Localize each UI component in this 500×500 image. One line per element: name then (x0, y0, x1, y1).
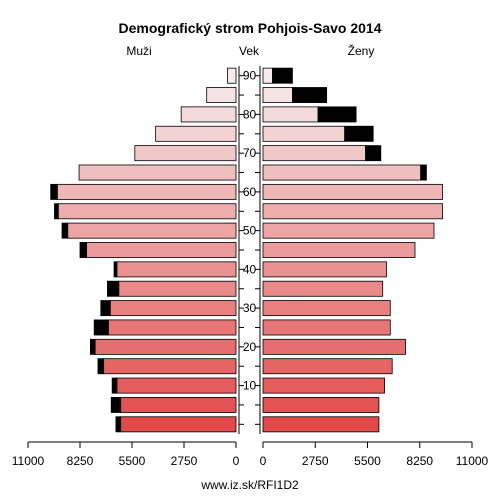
women-x-tick-label: 11000 (456, 454, 489, 468)
men-label: Muži (126, 44, 151, 58)
men-extra-60-64 (50, 183, 58, 200)
men-bar-45-49 (86, 242, 237, 258)
men-extra-55-59 (54, 203, 59, 220)
men-bar-30-34 (109, 300, 237, 317)
women-extra-75-79 (344, 125, 374, 142)
men-bar-80-84 (180, 106, 237, 123)
women-bar-55-59 (262, 203, 443, 220)
men-bar-90+ (227, 67, 237, 84)
age-tick-label: 40 (243, 262, 257, 276)
age-tick-label: 60 (243, 185, 257, 199)
men-extra-5-9 (110, 396, 122, 413)
men-bar-65-69 (78, 164, 237, 181)
women-x-tick-label: 2750 (302, 454, 329, 468)
men-x-tick-label: 5500 (119, 454, 146, 468)
women-bar-40-44 (262, 261, 387, 278)
age-tick-label: 10 (243, 379, 257, 393)
men-extra-25-29 (93, 319, 109, 336)
women-extra-65-69 (420, 164, 427, 181)
age-tick-label: 20 (243, 340, 257, 354)
men-extra-50-54 (61, 222, 69, 239)
women-bar-5-9 (262, 396, 380, 413)
men-bars (50, 67, 237, 433)
women-bar-15-19 (262, 358, 393, 375)
men-bar-25-29 (107, 319, 237, 336)
men-x-tick-label: 8250 (67, 454, 94, 468)
women-bar-85-89 (262, 87, 293, 104)
men-extra-45-49 (79, 242, 88, 258)
men-extra-30-34 (100, 300, 111, 317)
women-bar-0-4 (262, 416, 380, 433)
men-extra-10-14 (111, 377, 118, 394)
men-extra-0-4 (115, 416, 122, 433)
men-x-tick-label: 2750 (171, 454, 198, 468)
age-tick-label: 30 (243, 301, 257, 315)
women-bar-60-64 (262, 183, 443, 200)
men-bar-10-14 (116, 377, 237, 394)
axes: 10 20 30 40 50 60 70 80 90 11000 8250 5500 2750 0 0 275… (12, 66, 489, 468)
women-extra-90+ (272, 67, 293, 84)
women-extra-85-89 (292, 87, 328, 104)
chart-title: Demografický strom Pohjois-Savo 2014 (119, 20, 382, 36)
women-bar-30-34 (262, 300, 391, 317)
women-bar-50-54 (262, 222, 435, 239)
source-label: www.iz.sk/RFI1D2 (200, 478, 299, 492)
men-extra-40-44 (113, 261, 118, 278)
women-x-tick-label: 0 (260, 454, 267, 468)
women-bar-75-79 (262, 125, 346, 142)
men-bar-50-54 (67, 222, 237, 239)
women-bar-90+ (262, 67, 273, 84)
men-x-tick-label: 11000 (12, 454, 45, 468)
women-bar-65-69 (262, 164, 422, 181)
men-extra-15-19 (97, 358, 105, 375)
women-x-tick-label: 8250 (406, 454, 433, 468)
women-bar-70-74 (262, 145, 366, 162)
age-axis-label: Vek (239, 44, 260, 58)
women-bars (262, 67, 443, 433)
age-tick-label: 90 (243, 69, 257, 83)
women-bar-45-49 (262, 242, 416, 258)
men-extra-20-24 (90, 338, 96, 355)
men-bar-75-79 (155, 125, 237, 142)
age-tick-label: 50 (243, 224, 257, 238)
women-extra-80-84 (317, 106, 357, 123)
men-bar-70-74 (134, 145, 237, 162)
men-bar-0-4 (120, 416, 237, 433)
men-bar-55-59 (57, 203, 237, 220)
men-bar-15-19 (103, 358, 237, 375)
men-extra-35-39 (107, 280, 120, 297)
age-tick-label: 80 (243, 107, 257, 121)
men-bar-5-9 (120, 396, 237, 413)
women-bar-35-39 (262, 280, 384, 297)
men-bar-40-44 (116, 261, 237, 278)
women-bar-25-29 (262, 319, 391, 336)
women-bar-10-14 (262, 377, 385, 394)
men-bar-60-64 (56, 183, 237, 200)
women-x-tick-label: 5500 (354, 454, 381, 468)
women-bar-80-84 (262, 106, 319, 123)
men-x-tick-label: 0 (233, 454, 240, 468)
men-bar-35-39 (118, 280, 237, 297)
men-bar-85-89 (206, 87, 237, 104)
men-bar-20-24 (94, 338, 237, 355)
women-bar-20-24 (262, 338, 406, 355)
women-label: Ženy (348, 43, 375, 58)
women-extra-70-74 (365, 145, 382, 162)
age-tick-label: 70 (243, 146, 257, 160)
